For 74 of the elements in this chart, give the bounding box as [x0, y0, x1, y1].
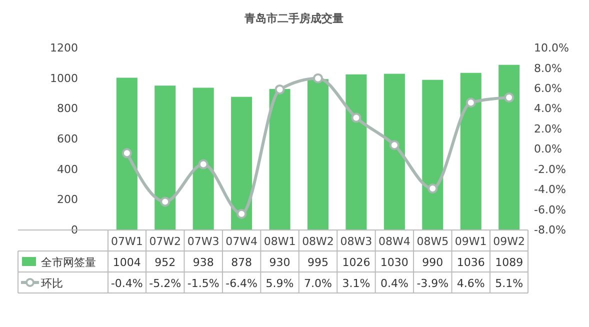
bar: [307, 79, 329, 230]
data-label: -1.5%: [187, 277, 220, 290]
point: [160, 196, 170, 207]
point: [389, 140, 400, 150]
y2-tick-label: 2.0%: [534, 122, 562, 136]
data-label: -0.4%: [110, 277, 143, 290]
y2-tick-label: -8.0%: [534, 224, 566, 237]
bar: [154, 86, 176, 230]
x-tick-label: 08W3: [340, 235, 372, 248]
x-tick-label: 08W2: [302, 235, 334, 248]
y2-tick-label: 0.0%: [534, 142, 562, 156]
data-label: 1089: [495, 256, 524, 269]
y2-tick-label: 8.0%: [534, 62, 562, 75]
x-tick-label: 07W1: [110, 235, 143, 248]
y2-tick-label: -6.0%: [534, 203, 566, 216]
bar: [422, 80, 444, 230]
bar: [460, 72, 482, 230]
data-label: 995: [308, 256, 328, 269]
x-tick-label: 09W2: [493, 235, 526, 248]
data-label: 7.0%: [304, 277, 332, 290]
bar: [384, 74, 405, 230]
data-label: 1004: [112, 256, 141, 269]
point: [428, 184, 438, 194]
data-label: 878: [231, 256, 252, 269]
bar: [269, 88, 290, 230]
y2-tick-label: 4.0%: [534, 102, 562, 116]
data-label: -3.9%: [416, 277, 449, 290]
y-tick-label: 1000: [50, 72, 78, 85]
point: [122, 148, 132, 158]
x-tick-label: 09W1: [454, 235, 487, 248]
point: [198, 159, 208, 170]
data-label: 5.1%: [495, 277, 524, 290]
data-label: 4.6%: [456, 277, 485, 290]
bar: [346, 74, 367, 230]
data-label: 3.1%: [342, 277, 370, 290]
point: [504, 92, 514, 103]
y-tick-label: 600: [57, 132, 78, 146]
y-tick-label: 1200: [50, 42, 78, 55]
x-tick-label: 07W3: [187, 235, 220, 248]
chart-title: 青岛市二手房成交量: [244, 12, 344, 25]
y2-tick-label: -2.0%: [534, 162, 566, 176]
data-label: 930: [269, 256, 290, 269]
data-label: 990: [422, 256, 444, 269]
data-label: 952: [154, 256, 176, 269]
point: [274, 84, 285, 94]
legend-label: 全市网签量: [41, 256, 96, 269]
x-tick-label: 08W4: [378, 235, 410, 248]
point: [466, 98, 476, 108]
data-label: 0.4%: [380, 277, 408, 290]
x-tick-label: 08W5: [416, 235, 449, 248]
y2-tick-label: 6.0%: [534, 82, 562, 95]
y-tick-label: 400: [57, 162, 78, 176]
x-tick-label: 07W4: [226, 235, 258, 248]
bar: [498, 64, 520, 230]
point: [236, 208, 247, 219]
data-label: 1026: [342, 256, 370, 269]
data-label: 1030: [380, 256, 408, 269]
data-label: -6.4%: [226, 277, 258, 290]
x-tick-label: 08W1: [264, 235, 296, 248]
x-tick-label: 07W2: [149, 235, 182, 248]
data-label: 5.9%: [266, 277, 294, 290]
legend-label: 环比: [41, 277, 63, 290]
y-tick-label: 800: [57, 102, 78, 116]
data-label: -5.2%: [149, 277, 182, 290]
bar: [116, 78, 138, 230]
bar: [192, 88, 214, 230]
data-label: 1036: [456, 256, 485, 269]
data-label: 938: [192, 256, 214, 269]
y2-tick-label: 10.0%: [534, 42, 569, 55]
point: [313, 73, 323, 84]
y-tick-label: 200: [57, 193, 78, 206]
point: [351, 112, 362, 123]
bar: [231, 96, 252, 230]
y2-tick-label: -4.0%: [534, 183, 566, 196]
